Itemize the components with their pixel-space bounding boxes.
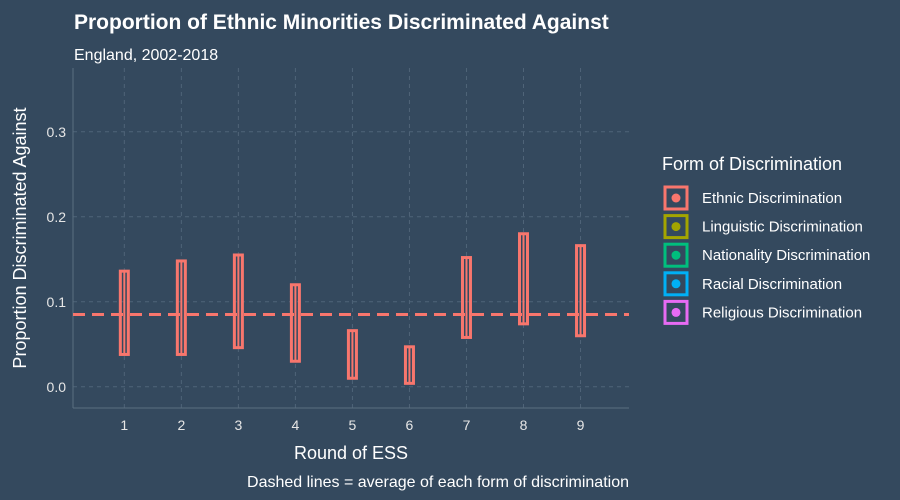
x-tick-label: 1	[120, 417, 128, 433]
legend-label: Nationality Discrimination	[702, 247, 870, 264]
legend-swatch	[663, 299, 689, 325]
y-tick-label: 0.2	[47, 209, 67, 225]
legend-swatch	[663, 242, 689, 268]
legend-swatch	[663, 214, 689, 240]
chart-title: Proportion of Ethnic Minorities Discrimi…	[74, 11, 609, 34]
legend-dot	[671, 279, 681, 289]
legend-label: Ethnic Discrimination	[702, 190, 842, 207]
legend-dot	[671, 193, 681, 203]
x-tick-label: 5	[349, 417, 357, 433]
legend-dot	[671, 250, 681, 260]
legend-item: Ethnic Discrimination	[663, 185, 842, 211]
x-tick-label: 9	[577, 417, 585, 433]
legend-title: Form of Discrimination	[662, 154, 842, 174]
y-tick-label: 0.1	[47, 294, 67, 310]
x-tick-label: 3	[234, 417, 242, 433]
x-axis-title: Round of ESS	[294, 443, 408, 463]
x-tick-label: 8	[520, 417, 528, 433]
crossbars	[118, 232, 587, 385]
y-axis-title: Proportion Discriminated Against	[10, 107, 30, 368]
legend-label: Linguistic Discrimination	[702, 219, 863, 236]
legend-swatch	[663, 185, 689, 211]
x-tick-label: 7	[463, 417, 471, 433]
chart-caption: Dashed lines = average of each form of d…	[247, 474, 629, 491]
x-tick-labels: 1 2 3 4 5 6 7 8 9	[120, 417, 584, 433]
y-tick-label: 0.0	[47, 379, 67, 395]
legend-label: Religious Discrimination	[702, 304, 862, 321]
legend: Form of Discrimination Ethnic Discrimina…	[662, 154, 870, 325]
y-tick-labels: 0.0 0.1 0.2 0.3	[47, 124, 67, 395]
y-tick-label: 0.3	[47, 124, 67, 140]
x-tick-label: 6	[406, 417, 414, 433]
legend-dot	[671, 307, 681, 317]
grid-layer	[73, 68, 629, 408]
legend-item: Linguistic Discrimination	[663, 214, 863, 240]
legend-dot	[671, 222, 681, 232]
x-tick-label: 2	[177, 417, 185, 433]
legend-label: Racial Discrimination	[702, 276, 842, 293]
legend-item: Religious Discrimination	[663, 299, 862, 325]
chart-subtitle: England, 2002-2018	[74, 47, 218, 64]
legend-items: Ethnic Discrimination Linguistic Discrimi…	[663, 185, 870, 325]
legend-item: Nationality Discrimination	[663, 242, 870, 268]
x-tick-label: 4	[292, 417, 300, 433]
legend-swatch	[663, 271, 689, 297]
legend-item: Racial Discrimination	[663, 271, 842, 297]
